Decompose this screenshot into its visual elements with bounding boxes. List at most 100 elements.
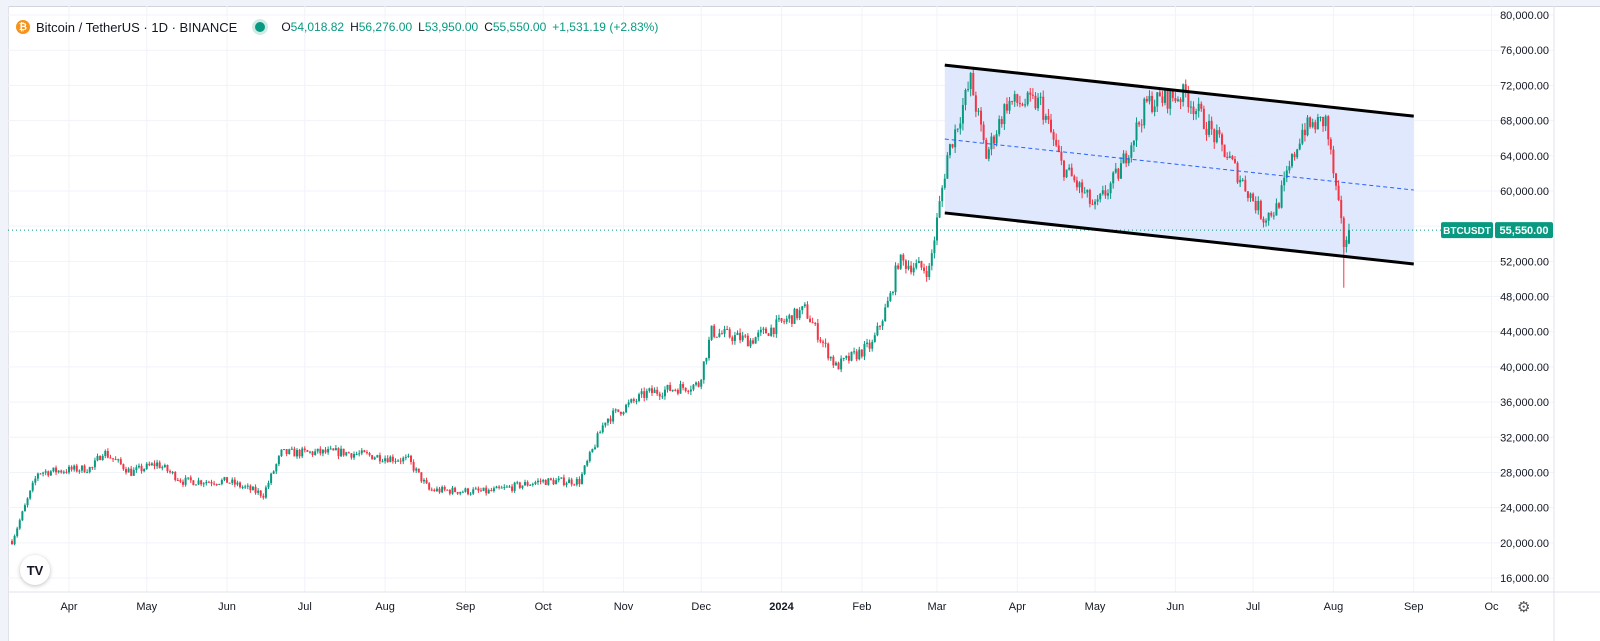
y-tick-label: 80,000.00: [1500, 10, 1549, 22]
candle-body: [360, 450, 363, 454]
candle-body: [785, 318, 788, 322]
candle-body: [16, 528, 19, 537]
candle-body: [62, 471, 65, 473]
candle-body: [132, 469, 135, 476]
candle-body: [845, 355, 848, 358]
candle-body: [277, 456, 280, 465]
candle-body: [417, 468, 420, 473]
candle-body: [358, 453, 361, 455]
x-tick-label: Jun: [218, 601, 236, 613]
candle-body: [829, 356, 832, 359]
candle-body: [296, 449, 299, 457]
channel-lower-line[interactable]: [944, 211, 1414, 266]
candle-body: [806, 304, 809, 319]
candle-body: [687, 390, 690, 392]
candle-body: [1309, 117, 1312, 127]
candle-body: [192, 480, 195, 486]
candle-body: [363, 450, 366, 453]
tradingview-logo-icon[interactable]: TV: [20, 555, 50, 585]
candle-body: [80, 465, 83, 471]
candle-body: [536, 480, 539, 483]
candle-body: [943, 178, 946, 188]
candle-body: [933, 240, 936, 254]
candle-body: [547, 478, 550, 485]
candle-body: [1094, 201, 1097, 205]
candle-body: [1182, 84, 1185, 102]
candle-body: [904, 260, 907, 269]
candle-body: [399, 460, 402, 462]
channel-midline[interactable]: [944, 138, 1414, 191]
candle-body: [1290, 154, 1293, 167]
y-tick-label: 44,000.00: [1500, 327, 1549, 339]
candle-body: [1018, 102, 1021, 105]
candle-body: [878, 325, 881, 327]
candle-body: [1135, 122, 1138, 141]
candle-body: [205, 481, 208, 484]
candle-body: [697, 382, 700, 387]
candle-body: [109, 457, 112, 459]
candle-body: [1034, 95, 1037, 109]
channel-upper-line[interactable]: [944, 63, 1414, 118]
candle-body: [174, 471, 177, 480]
candle-body: [187, 477, 190, 479]
candle-body: [1272, 215, 1275, 217]
candle-body: [1262, 218, 1265, 223]
candle-body: [316, 448, 319, 452]
candle-body: [125, 469, 128, 473]
candle-body: [606, 418, 609, 423]
candle-body: [972, 73, 975, 96]
candle-body: [1042, 96, 1045, 120]
symbol-title[interactable]: Bitcoin / TetherUS · 1D · BINANCE: [36, 19, 238, 35]
candle-body: [1278, 203, 1281, 208]
candle-body: [754, 337, 757, 344]
candle-body: [1166, 89, 1169, 109]
candle-body: [503, 486, 506, 488]
candle-body: [135, 467, 138, 470]
candle-body: [464, 488, 467, 492]
candle-body: [809, 318, 812, 323]
candle-body: [1104, 190, 1107, 196]
candle-body: [625, 404, 628, 413]
candle-body: [630, 399, 633, 403]
candle-body: [858, 349, 861, 360]
candle-body: [749, 340, 752, 347]
gear-icon[interactable]: ⚙: [1517, 599, 1531, 616]
candle-body: [938, 201, 941, 218]
candle-body: [500, 487, 503, 489]
candle-body: [283, 449, 286, 451]
candle-body: [298, 449, 301, 457]
candle-body: [241, 486, 244, 488]
candle-body: [334, 448, 337, 451]
candle-body: [117, 459, 120, 461]
candle-body: [145, 463, 148, 469]
candle-body: [420, 472, 423, 482]
candle-body: [837, 362, 840, 370]
candle-body: [726, 329, 729, 331]
market-open-dot-icon: [255, 22, 266, 32]
y-tick-label: 76,000.00: [1500, 45, 1549, 57]
candle-body: [974, 95, 977, 112]
candle-body: [860, 349, 863, 357]
candle-body: [1337, 185, 1340, 200]
candle-body: [980, 110, 983, 125]
candle-body: [438, 488, 441, 493]
candle-body: [1127, 157, 1130, 164]
x-tick-label: Mar: [928, 601, 947, 613]
candle-body: [951, 144, 954, 148]
candle-body: [215, 484, 218, 486]
candle-body: [469, 493, 472, 495]
candle-body: [923, 267, 926, 271]
candle-body: [850, 351, 853, 361]
y-tick-label: 28,000.00: [1500, 467, 1549, 479]
candle-body: [288, 449, 291, 454]
candle-body: [684, 387, 687, 391]
channel-fill[interactable]: [944, 65, 1414, 264]
candle-body: [977, 110, 980, 112]
candle-body: [1024, 104, 1027, 106]
candle-body: [290, 448, 293, 450]
candle-body: [1205, 128, 1208, 135]
candle-body: [402, 457, 405, 462]
symbol-legend[interactable]: ₿ Bitcoin / TetherUS · 1D · BINANCE O54,…: [16, 17, 664, 37]
y-tick-label: 48,000.00: [1500, 292, 1549, 304]
